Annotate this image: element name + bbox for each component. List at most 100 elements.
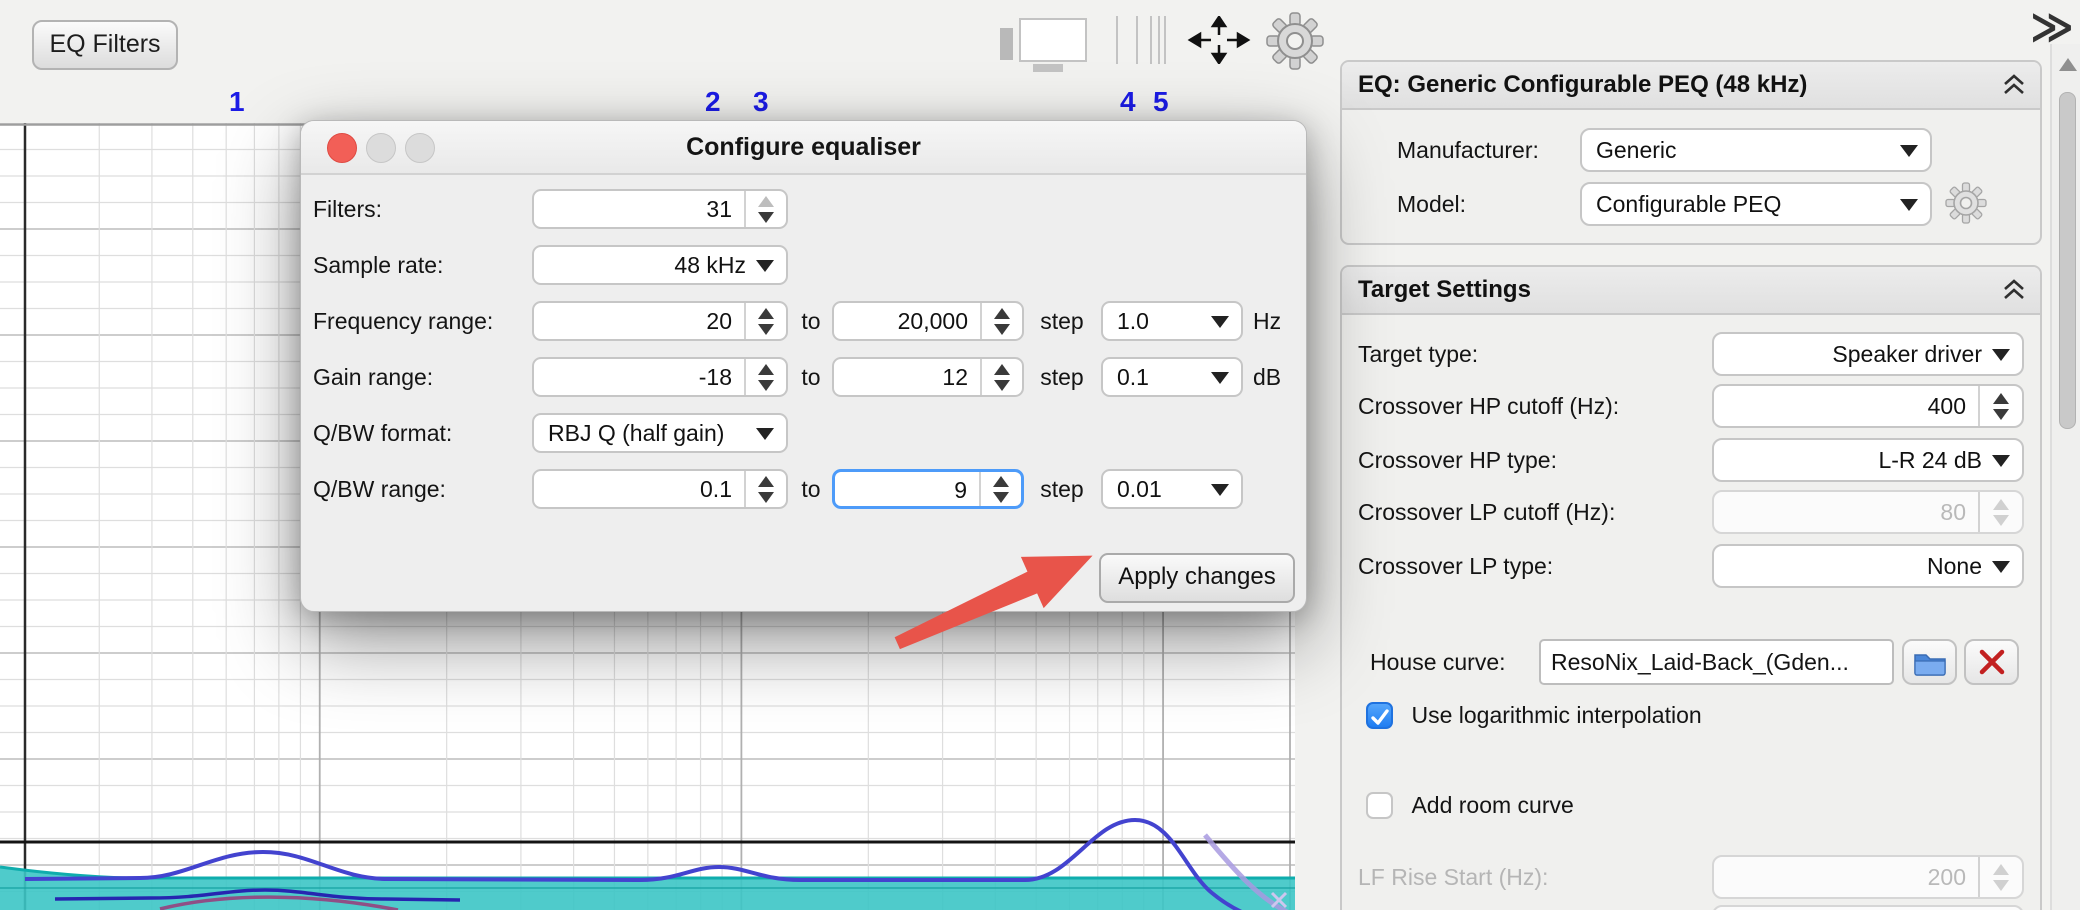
lf-rise-start-spinner-disabled: 200 [1712, 855, 2024, 899]
arrow-shaft [894, 570, 1039, 650]
house-curve-label: House curve: [1370, 649, 1506, 675]
target-panel-header[interactable]: Target Settings [1342, 267, 2040, 315]
close-window-icon[interactable] [327, 133, 357, 163]
apply-changes-button[interactable]: Apply changes [1099, 553, 1295, 603]
log-interpolation-row: Use logarithmic interpolation [1366, 702, 1702, 729]
curve-x-marker [1270, 891, 1288, 909]
lf-rise-start-label: LF Rise Start (Hz): [1358, 864, 1549, 890]
spinner-buttons[interactable] [744, 359, 786, 395]
filter-marker-1[interactable]: 1 [229, 86, 245, 117]
chevron-down-icon [1992, 455, 2010, 467]
configure-equaliser-dialog: Configure equaliser Filters: 31 Sample r… [300, 120, 1307, 612]
target-type-value: Speaker driver [1832, 341, 1982, 367]
clear-house-curve-button[interactable] [1964, 639, 2019, 685]
chevron-down-icon [756, 428, 774, 440]
filter-marker-3[interactable]: 3 [753, 86, 769, 117]
manufacturer-select[interactable]: Generic [1580, 128, 1932, 172]
hp-cutoff-value[interactable]: 400 [1927, 393, 1966, 419]
frequency-step-select[interactable]: 1.0 [1101, 301, 1243, 341]
show-more-panels-icon[interactable]: ≫ [2030, 3, 2074, 50]
zoom-window-icon[interactable] [405, 133, 435, 163]
manufacturer-value: Generic [1596, 137, 1677, 163]
frequency-min-value[interactable]: 20 [706, 308, 732, 334]
eq-panel-header[interactable]: EQ: Generic Configurable PEQ (48 kHz) [1342, 62, 2040, 110]
add-room-curve-checkbox[interactable] [1366, 792, 1393, 819]
red-x-icon [1979, 649, 2004, 675]
qbw-min-spinner[interactable]: 0.1 [532, 469, 788, 509]
house-curve-field[interactable]: ResoNix_Laid-Back_(Gden... [1539, 639, 1894, 685]
step-word: step [1040, 476, 1084, 502]
eq-panel: EQ: Generic Configurable PEQ (48 kHz) Ma… [1340, 60, 2042, 245]
chevron-down-icon [756, 260, 774, 272]
collapse-panel-icon[interactable] [2002, 73, 2026, 97]
qbw-max-spinner-focused[interactable]: 9 [832, 469, 1024, 509]
spinner-buttons[interactable] [980, 359, 1022, 395]
target-type-label: Target type: [1358, 341, 1479, 367]
frequency-max-spinner[interactable]: 20,000 [832, 301, 1024, 341]
filter-marker-2[interactable]: 2 [705, 86, 721, 117]
qbw-format-label: Q/BW format: [313, 420, 453, 446]
spinner-buttons [1978, 492, 2022, 532]
sample-rate-select[interactable]: 48 kHz [532, 245, 788, 285]
target-type-select[interactable]: Speaker driver [1712, 332, 2024, 376]
filter-marker-4[interactable]: 4 [1120, 86, 1136, 117]
qbw-format-select[interactable]: RBJ Q (half gain) [532, 413, 788, 453]
minimize-window-icon[interactable] [366, 133, 396, 163]
spinner-buttons[interactable] [744, 191, 786, 227]
lf-rise-start-value: 200 [1927, 864, 1966, 890]
model-select[interactable]: Configurable PEQ [1580, 182, 1932, 226]
spinner-buttons[interactable] [980, 303, 1022, 339]
gain-step-value: 0.1 [1117, 364, 1149, 390]
settings-gear-icon[interactable] [1266, 12, 1324, 75]
sample-rate-value: 48 kHz [674, 252, 746, 278]
lp-type-select[interactable]: None [1712, 544, 2024, 588]
gain-min-value[interactable]: -18 [698, 364, 732, 390]
scroll-up-arrow-icon[interactable] [2059, 58, 2077, 71]
scrollbar-thumb[interactable] [2059, 92, 2076, 429]
spinner-buttons[interactable] [744, 303, 786, 339]
log-interpolation-checkbox[interactable] [1366, 702, 1393, 729]
chevron-down-icon [1900, 199, 1918, 211]
filter-curve-lavender [1203, 833, 1289, 910]
columns-layout-icon[interactable] [1096, 16, 1170, 64]
chevron-down-icon [1211, 316, 1229, 328]
collapse-panel-icon[interactable] [2002, 278, 2026, 302]
dialog-title: Configure equaliser [686, 133, 921, 161]
hp-cutoff-spinner[interactable]: 400 [1712, 384, 2024, 428]
hp-type-label: Crossover HP type: [1358, 447, 1557, 473]
gain-step-select[interactable]: 0.1 [1101, 357, 1243, 397]
qbw-max-value[interactable]: 9 [954, 477, 967, 503]
model-settings-gear-icon[interactable] [1944, 181, 1988, 230]
gain-min-spinner[interactable]: -18 [532, 357, 788, 397]
pane-rect [1019, 18, 1087, 62]
browse-house-curve-button[interactable] [1902, 639, 1957, 685]
gain-range-label: Gain range: [313, 364, 434, 390]
gain-max-value[interactable]: 12 [942, 364, 968, 390]
dialog-titlebar[interactable]: Configure equaliser [301, 121, 1306, 175]
filters-value[interactable]: 31 [706, 196, 732, 222]
frequency-max-value[interactable]: 20,000 [897, 308, 968, 334]
hp-cutoff-label: Crossover HP cutoff (Hz): [1358, 393, 1620, 419]
gain-max-spinner[interactable]: 12 [832, 357, 1024, 397]
eq-filters-button[interactable]: EQ Filters [32, 20, 178, 70]
filters-label: Filters: [313, 196, 382, 222]
pane-layout-icon[interactable] [1000, 16, 1088, 72]
filters-spinner[interactable]: 31 [532, 189, 788, 229]
column-divider [1116, 16, 1118, 64]
spinner-buttons[interactable] [1978, 386, 2022, 426]
hp-type-select[interactable]: L-R 24 dB [1712, 438, 2024, 482]
filter-marker-5[interactable]: 5 [1153, 86, 1169, 117]
spinner-buttons[interactable] [979, 472, 1021, 506]
qbw-step-select[interactable]: 0.01 [1101, 469, 1243, 509]
panel-scrollbar[interactable] [2050, 44, 2080, 910]
filter-curve-maroon [159, 895, 399, 910]
column-divider [1158, 16, 1160, 64]
qbw-range-label: Q/BW range: [313, 476, 446, 502]
fit-to-window-icon[interactable] [1180, 14, 1258, 66]
eq-predicted-curve-blue [24, 817, 1243, 910]
to-word: to [801, 308, 821, 334]
qbw-min-value[interactable]: 0.1 [700, 476, 732, 502]
spinner-buttons[interactable] [744, 471, 786, 507]
frequency-min-spinner[interactable]: 20 [532, 301, 788, 341]
